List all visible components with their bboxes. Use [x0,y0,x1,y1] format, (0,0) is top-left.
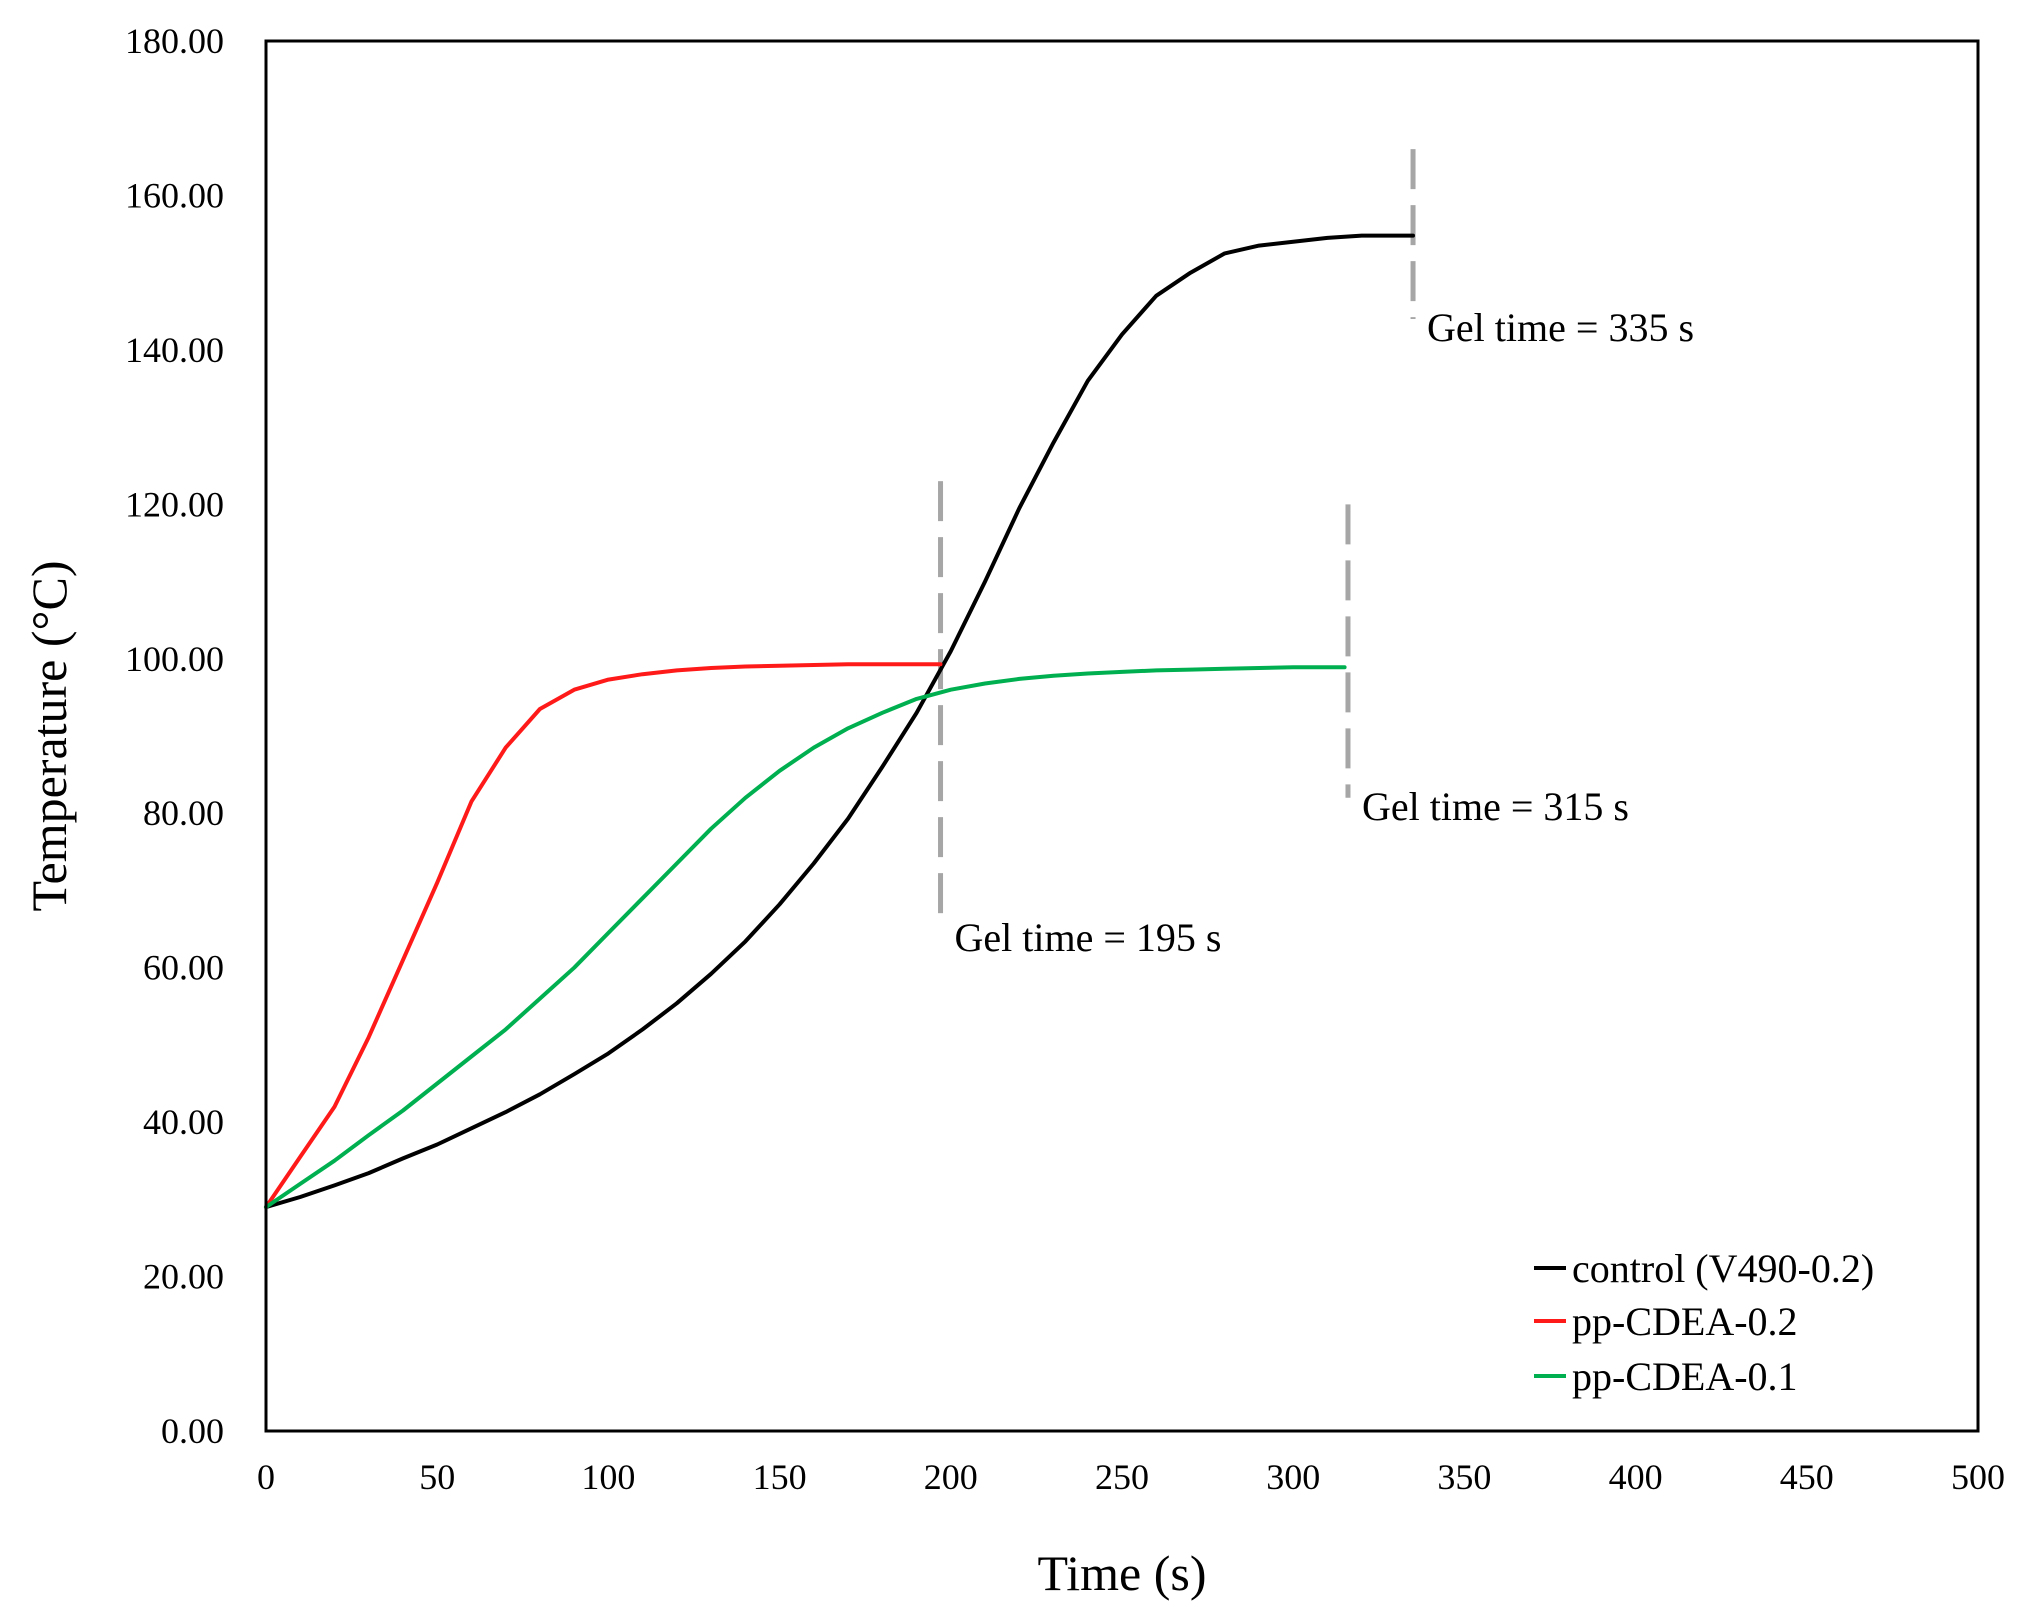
legend-label-pp-cdea-0-2: pp-CDEA-0.2 [1572,1299,1798,1344]
legend-label-control: control (V490-0.2) [1572,1246,1874,1291]
y-tick-label: 0.00 [161,1411,224,1451]
x-axis-title: Time (s) [1037,1545,1206,1601]
legend-label-pp-cdea-0-1: pp-CDEA-0.1 [1572,1354,1798,1399]
x-tick-label: 0 [257,1457,275,1497]
series-line-1 [264,662,943,1210]
y-axis-title: Temperature (°C) [21,560,77,911]
x-tick-label: 250 [1095,1457,1149,1497]
y-tick-label: 20.00 [143,1257,224,1297]
y-tick-label: 120.00 [125,484,224,524]
y-axis-ticks: 0.00 20.00 40.00 60.00 80.00 100.00 120.00 140.… [125,21,224,1451]
series-line-2 [264,665,1347,1210]
y-tick-label: 80.00 [143,793,224,833]
gel-marker-layer [938,149,1416,930]
x-axis-ticks: 0 50 100 150 200 250 300 350 400 450 500 [257,1457,2005,1497]
x-tick-label: 500 [1951,1457,2005,1497]
series-layer [264,233,1415,1210]
y-tick-label: 140.00 [125,330,224,370]
annotation-layer: Gel time = 195 s Gel time = 315 s Gel time… [955,305,1694,960]
series-line-0 [264,233,1415,1210]
x-tick-label: 100 [581,1457,635,1497]
legend: control (V490-0.2) pp-CDEA-0.2 pp-CDEA-0… [1534,1246,1874,1399]
gel-time-label: Gel time = 335 s [1427,305,1694,350]
y-tick-label: 60.00 [143,948,224,988]
y-tick-label: 160.00 [125,175,224,215]
gel-time-label: Gel time = 195 s [955,915,1222,960]
x-tick-label: 300 [1266,1457,1320,1497]
x-tick-label: 400 [1609,1457,1663,1497]
x-tick-label: 150 [753,1457,807,1497]
y-tick-label: 40.00 [143,1102,224,1142]
gel-time-label: Gel time = 315 s [1362,784,1629,829]
x-tick-label: 350 [1437,1457,1491,1497]
x-tick-label: 200 [924,1457,978,1497]
plot-area-frame [264,39,1980,1433]
y-tick-label: 100.00 [125,639,224,679]
x-tick-label: 50 [419,1457,455,1497]
y-tick-label: 180.00 [125,21,224,61]
x-tick-label: 450 [1780,1457,1834,1497]
